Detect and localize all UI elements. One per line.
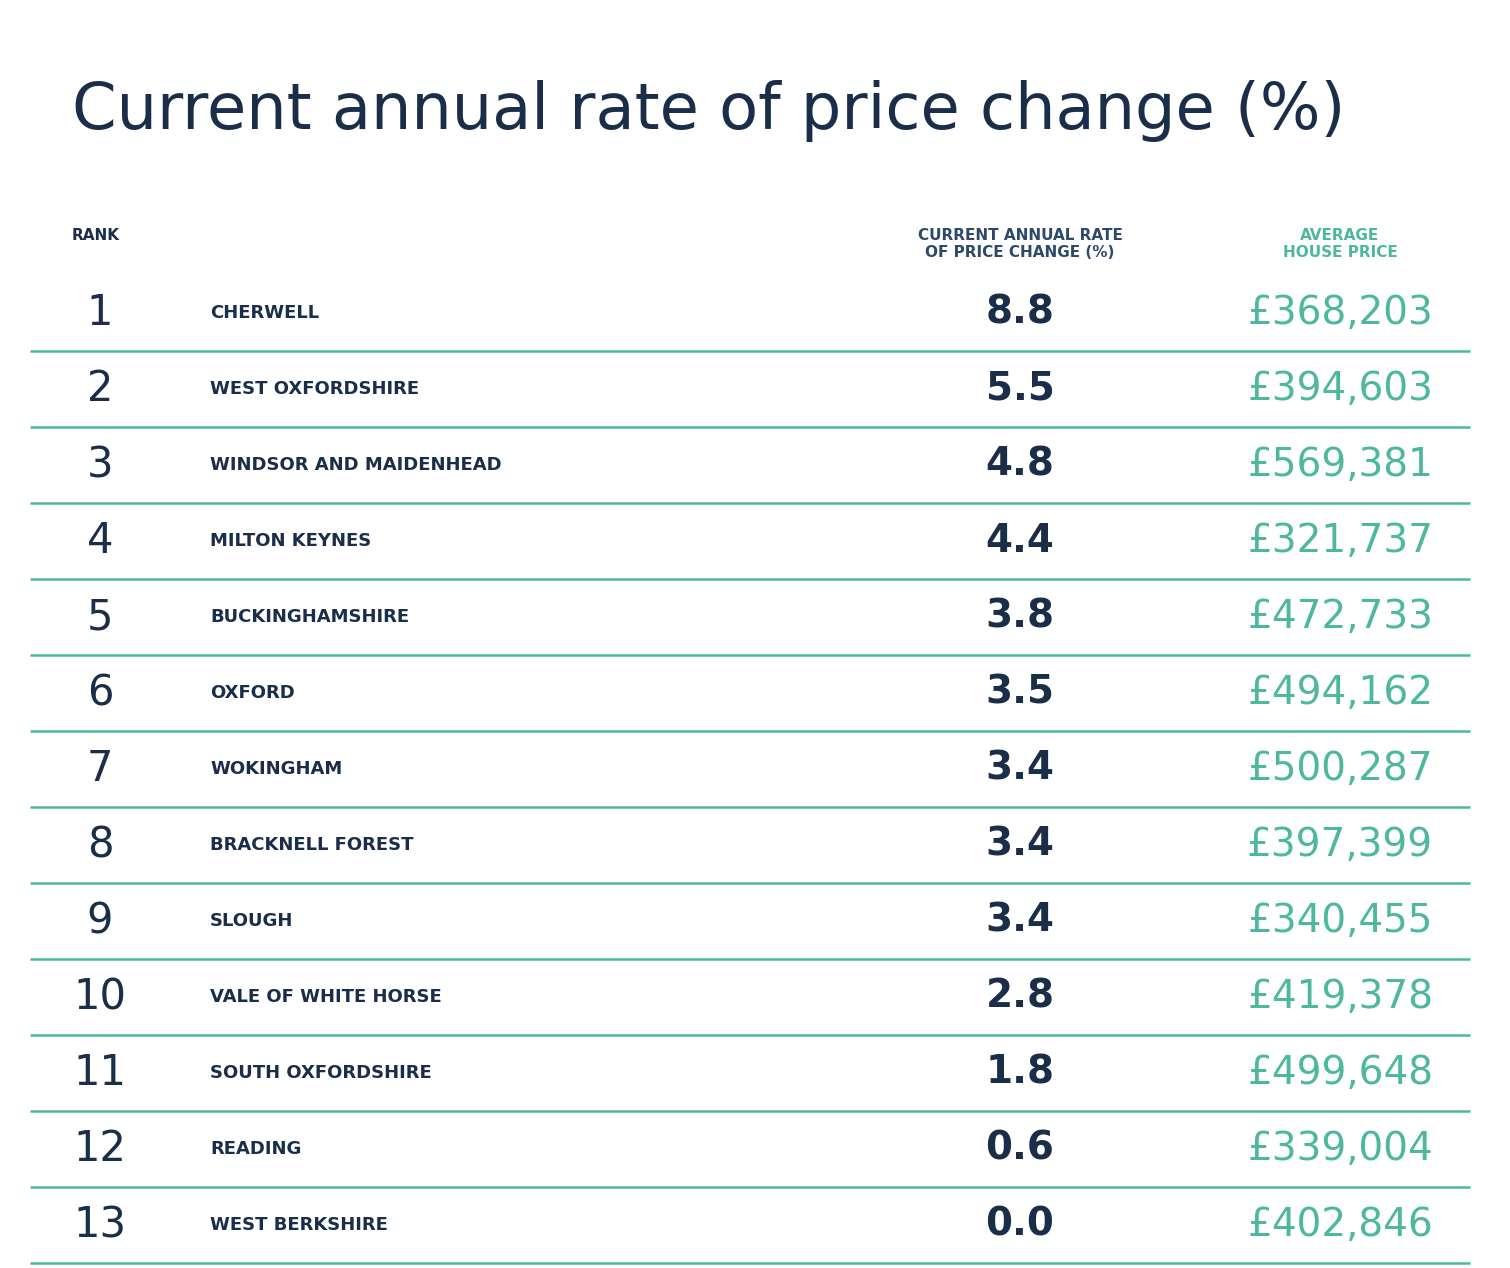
Text: WEST OXFORDSHIRE: WEST OXFORDSHIRE — [210, 380, 420, 398]
Text: WEST BERKSHIRE: WEST BERKSHIRE — [210, 1216, 388, 1234]
Text: 0.6: 0.6 — [986, 1130, 1054, 1168]
Text: 2: 2 — [86, 368, 113, 410]
Text: £499,648: £499,648 — [1247, 1054, 1433, 1092]
Text: £394,603: £394,603 — [1247, 370, 1433, 408]
Text: £340,455: £340,455 — [1247, 902, 1433, 940]
Text: £494,162: £494,162 — [1247, 675, 1433, 713]
Text: Current annual rate of price change (%): Current annual rate of price change (%) — [72, 80, 1345, 142]
Text: 5.5: 5.5 — [986, 370, 1054, 408]
Text: 5: 5 — [86, 596, 113, 638]
Text: CHERWELL: CHERWELL — [210, 304, 319, 322]
Text: BRACKNELL FOREST: BRACKNELL FOREST — [210, 836, 414, 855]
Text: £368,203: £368,203 — [1247, 294, 1433, 332]
Text: 3.8: 3.8 — [986, 598, 1054, 637]
Text: £397,399: £397,399 — [1247, 825, 1433, 864]
Text: 13: 13 — [74, 1205, 127, 1246]
Text: 3.4: 3.4 — [986, 749, 1054, 787]
Text: SLOUGH: SLOUGH — [210, 912, 293, 929]
Text: £321,737: £321,737 — [1247, 522, 1433, 560]
Text: 3.4: 3.4 — [986, 902, 1054, 940]
Text: 7: 7 — [86, 748, 113, 790]
Text: 3.4: 3.4 — [986, 825, 1054, 864]
Text: VALE OF WHITE HORSE: VALE OF WHITE HORSE — [210, 988, 442, 1006]
Text: £419,378: £419,378 — [1247, 978, 1433, 1016]
Text: 4: 4 — [86, 520, 113, 562]
Text: AVERAGE
HOUSE PRICE: AVERAGE HOUSE PRICE — [1282, 228, 1397, 260]
Text: 4.4: 4.4 — [986, 522, 1054, 560]
Text: WOKINGHAM: WOKINGHAM — [210, 760, 343, 779]
Text: READING: READING — [210, 1140, 302, 1158]
Text: 6: 6 — [86, 672, 113, 714]
Text: 1.8: 1.8 — [986, 1054, 1054, 1092]
Text: £339,004: £339,004 — [1247, 1130, 1433, 1168]
Text: 2.8: 2.8 — [986, 978, 1054, 1016]
Text: WINDSOR AND MAIDENHEAD: WINDSOR AND MAIDENHEAD — [210, 456, 501, 474]
Text: £472,733: £472,733 — [1247, 598, 1433, 637]
Text: 9: 9 — [86, 900, 113, 942]
Text: 8: 8 — [86, 824, 113, 866]
Text: £500,287: £500,287 — [1247, 749, 1433, 787]
Text: 4.8: 4.8 — [986, 446, 1054, 484]
Text: BUCKINGHAMSHIRE: BUCKINGHAMSHIRE — [210, 607, 409, 626]
Text: 10: 10 — [74, 976, 127, 1018]
Text: RANK: RANK — [72, 228, 119, 243]
Text: £569,381: £569,381 — [1247, 446, 1433, 484]
Text: 8.8: 8.8 — [986, 294, 1054, 332]
Text: 3: 3 — [86, 444, 113, 486]
Text: 11: 11 — [74, 1052, 127, 1094]
Text: 3.5: 3.5 — [986, 675, 1054, 713]
Text: SOUTH OXFORDSHIRE: SOUTH OXFORDSHIRE — [210, 1064, 432, 1082]
Text: OXFORD: OXFORD — [210, 683, 294, 702]
Text: 0.0: 0.0 — [986, 1206, 1054, 1244]
Text: MILTON KEYNES: MILTON KEYNES — [210, 533, 371, 550]
Text: £402,846: £402,846 — [1247, 1206, 1433, 1244]
Text: 12: 12 — [74, 1129, 127, 1170]
Text: CURRENT ANNUAL RATE
OF PRICE CHANGE (%): CURRENT ANNUAL RATE OF PRICE CHANGE (%) — [918, 228, 1122, 260]
Text: 1: 1 — [86, 292, 113, 333]
